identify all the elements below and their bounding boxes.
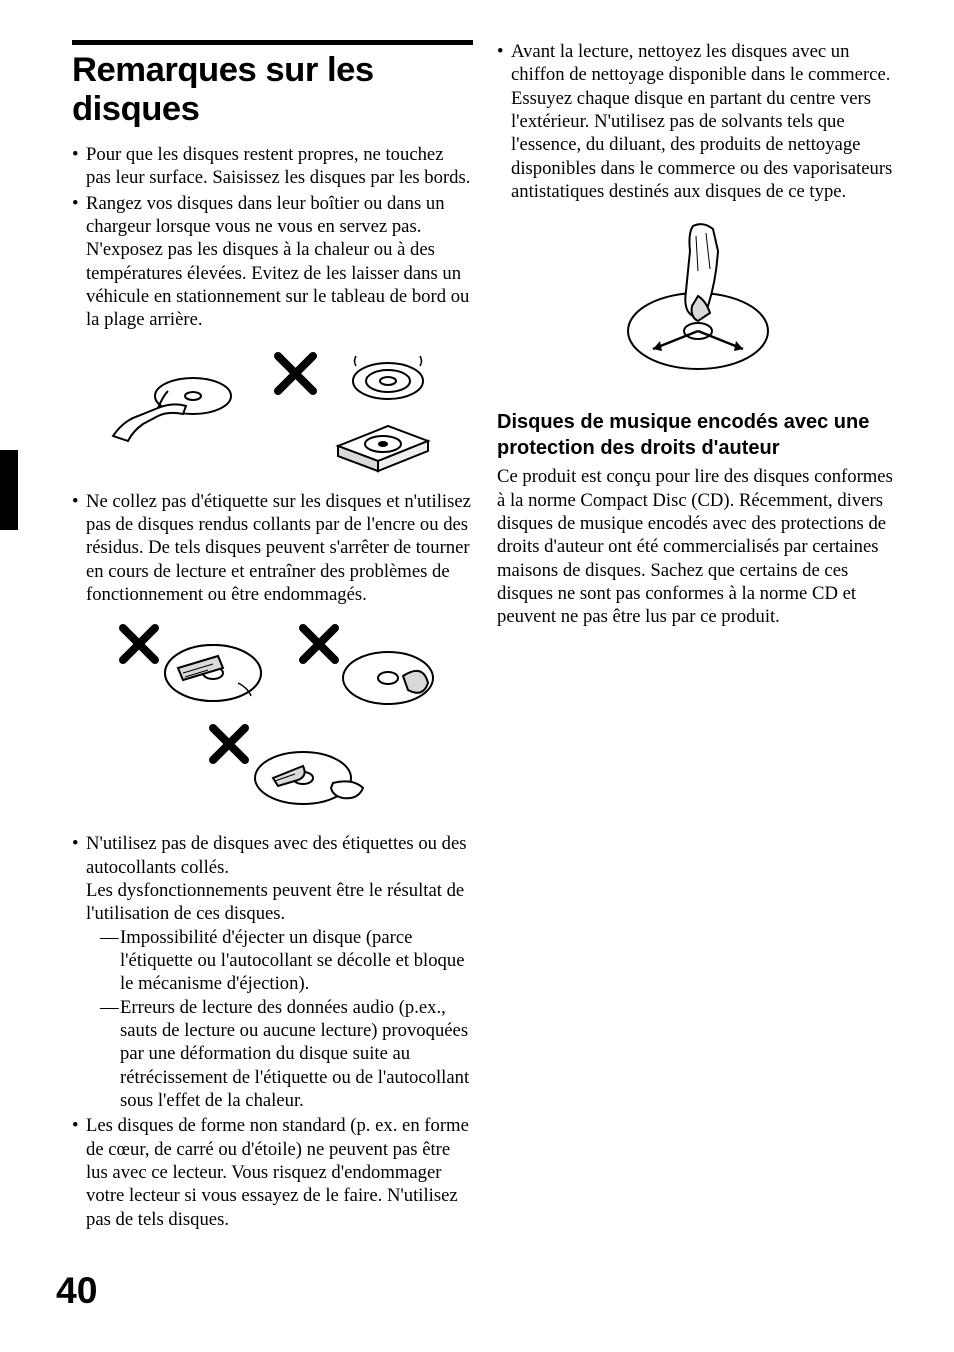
list-item: Les disques de forme non standard (p. ex…	[72, 1114, 473, 1231]
page-content: Remarques sur les disques Pour que les d…	[0, 0, 954, 1273]
bullet-list-left-1: Pour que les disques restent propres, ne…	[72, 143, 473, 332]
body-paragraph: Ce produit est conçu pour lire des disqu…	[497, 465, 898, 628]
sub-item-text: Impossibilité d'éjecter un disque (parce…	[120, 927, 465, 995]
bullet-text: N'utilisez pas de disques avec des étiqu…	[86, 833, 467, 877]
bullet-text: Les disques de forme non standard (p. ex…	[86, 1115, 469, 1229]
bullet-text: Avant la lecture, nettoyez les disques a…	[511, 41, 892, 202]
bullet-list-left-2: Ne collez pas d'étiquette sur les disque…	[72, 490, 473, 607]
bullet-text: Rangez vos disques dans leur boîtier ou …	[86, 193, 469, 331]
illustration-clean-disc	[598, 221, 798, 391]
title-rule	[72, 40, 473, 45]
bullet-text-line2: Les dysfonctionnements peuvent être le r…	[86, 880, 464, 924]
list-item: Rangez vos disques dans leur boîtier ou …	[72, 192, 473, 332]
bullet-list-right: Avant la lecture, nettoyez les disques a…	[497, 40, 898, 203]
disc-stack-with-x-icon	[268, 346, 438, 476]
right-column: Avant la lecture, nettoyez les disques a…	[497, 40, 898, 1233]
bullet-list-left-3: N'utilisez pas de disques avec des étiqu…	[72, 832, 473, 1231]
sub-item-text: Erreurs de lecture des données audio (p.…	[120, 997, 469, 1111]
sub-list: Impossibilité d'éjecter un disque (parce…	[86, 926, 473, 1113]
list-item: Avant la lecture, nettoyez les disques a…	[497, 40, 898, 203]
side-tab	[0, 450, 18, 530]
bullet-text: Ne collez pas d'étiquette sur les disque…	[86, 491, 471, 605]
list-item: N'utilisez pas de disques avec des étiqu…	[72, 832, 473, 1112]
sub-list-item: Erreurs de lecture des données audio (p.…	[100, 996, 473, 1113]
subheading: Disques de musique encodés avec une prot…	[497, 409, 898, 461]
page-number: 40	[56, 1269, 98, 1312]
page-title: Remarques sur les disques	[72, 51, 473, 129]
left-column: Remarques sur les disques Pour que les d…	[72, 40, 473, 1233]
sub-list-item: Impossibilité d'éjecter un disque (parce…	[100, 926, 473, 996]
list-item: Pour que les disques restent propres, ne…	[72, 143, 473, 190]
hand-holding-disc-icon	[108, 346, 238, 456]
bullet-text: Pour que les disques restent propres, ne…	[86, 144, 470, 188]
list-item: Ne collez pas d'étiquette sur les disque…	[72, 490, 473, 607]
illustration-no-labels-discs	[103, 618, 443, 818]
illustration-handling-discs	[72, 346, 473, 476]
